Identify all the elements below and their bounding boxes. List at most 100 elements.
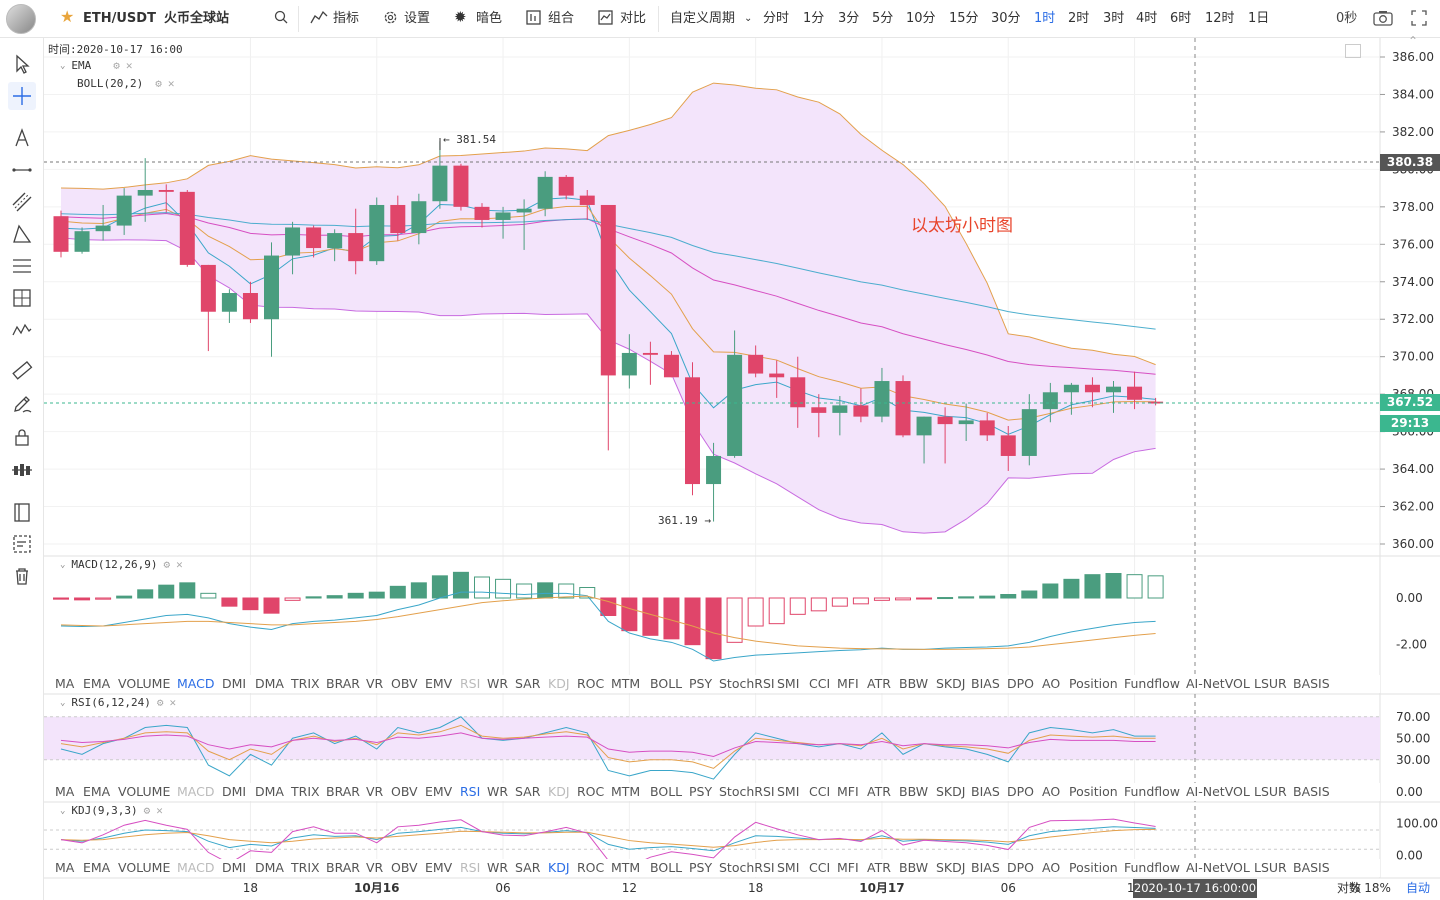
indicator-option[interactable]: WR bbox=[487, 676, 509, 691]
indicator-option[interactable]: ROC bbox=[577, 784, 605, 799]
period-tab[interactable]: 10分 bbox=[906, 11, 936, 26]
indicator-option[interactable]: CCI bbox=[809, 676, 831, 691]
indicator-option[interactable]: MTM bbox=[611, 784, 641, 799]
compare-button[interactable]: 对比 bbox=[620, 11, 647, 26]
lock-icon[interactable] bbox=[8, 423, 36, 451]
indicator-option[interactable]: BIAS bbox=[971, 784, 1000, 799]
indicator-option[interactable]: AI-NetVOL bbox=[1186, 784, 1250, 799]
indicator-option[interactable]: BIAS bbox=[971, 860, 1000, 875]
indicator-option[interactable]: BASIS bbox=[1293, 860, 1330, 875]
layout-icon[interactable] bbox=[526, 10, 541, 28]
indicator-option[interactable]: DPO bbox=[1007, 676, 1035, 691]
gear-icon[interactable]: ⚙ bbox=[113, 59, 120, 72]
indicator-option[interactable]: EMA bbox=[83, 860, 111, 875]
indicator-option[interactable]: StochRSI bbox=[719, 676, 775, 691]
indicator-option[interactable]: BASIS bbox=[1293, 676, 1330, 691]
log-scale-toggle[interactable]: 对数 bbox=[1337, 881, 1362, 895]
indicator-option[interactable]: Fundflow bbox=[1124, 860, 1181, 875]
indicator-option[interactable]: RSI bbox=[460, 860, 481, 875]
camera-icon[interactable] bbox=[1373, 10, 1393, 28]
close-icon[interactable]: ✕ bbox=[169, 696, 177, 709]
indicator-option[interactable]: RSI bbox=[460, 784, 481, 799]
wave-tool-icon[interactable] bbox=[8, 316, 36, 344]
fibonacci-tool-icon[interactable] bbox=[8, 252, 36, 280]
edit-layout-icon[interactable] bbox=[8, 530, 36, 558]
indicator-option[interactable]: MACD bbox=[177, 676, 215, 691]
indicator-option[interactable]: SAR bbox=[515, 860, 541, 875]
indicator-option[interactable]: StochRSI bbox=[719, 860, 775, 875]
period-tab[interactable]: 2时 bbox=[1068, 11, 1090, 26]
indicator-option[interactable]: AI-NetVOL bbox=[1186, 676, 1250, 691]
indicator-option[interactable]: SKDJ bbox=[936, 676, 966, 691]
period-tab[interactable]: 1分 bbox=[803, 11, 825, 26]
indicator-option[interactable]: BBW bbox=[899, 860, 929, 875]
indicator-option[interactable]: MTM bbox=[611, 860, 641, 875]
indicator-button[interactable]: 指标 bbox=[333, 11, 360, 26]
indicator-option[interactable]: MFI bbox=[837, 784, 859, 799]
indicator-option[interactable]: KDJ bbox=[548, 784, 570, 799]
indicator-option[interactable]: DMI bbox=[222, 860, 247, 875]
indicator-option[interactable]: MA bbox=[55, 784, 75, 799]
close-icon[interactable]: ✕ bbox=[167, 77, 175, 90]
indicator-option[interactable]: WR bbox=[487, 860, 509, 875]
indicator-option[interactable]: BOLL bbox=[650, 860, 683, 875]
indicator-option[interactable]: Fundflow bbox=[1124, 676, 1181, 691]
gear-icon[interactable]: ⚙ bbox=[163, 558, 171, 571]
trash-icon[interactable] bbox=[8, 562, 36, 590]
percent-scale-toggle[interactable]: % 18% bbox=[1349, 881, 1391, 895]
user-avatar[interactable] bbox=[6, 4, 36, 34]
indicator-option[interactable]: BRAR bbox=[326, 676, 360, 691]
collapse-chevron-icon[interactable]: ⌄ bbox=[60, 805, 66, 816]
rectangle-tool-icon[interactable] bbox=[8, 284, 36, 312]
period-tab[interactable]: 30分 bbox=[991, 11, 1021, 26]
indicator-option[interactable]: WR bbox=[487, 784, 509, 799]
custom-period-dropdown[interactable]: 自定义周期 bbox=[670, 11, 736, 26]
compare-icon[interactable] bbox=[598, 10, 613, 28]
indicator-option[interactable]: BRAR bbox=[326, 784, 360, 799]
indicator-option[interactable]: EMV bbox=[425, 784, 453, 799]
indicator-option[interactable]: SMI bbox=[777, 860, 800, 875]
period-tab[interactable]: 3时 bbox=[1103, 11, 1125, 26]
indicator-option[interactable]: Position bbox=[1069, 860, 1118, 875]
indicator-option[interactable]: LSUR bbox=[1254, 860, 1287, 875]
magnet-icon[interactable] bbox=[8, 456, 36, 484]
settings-button[interactable]: 设置 bbox=[404, 11, 431, 26]
indicator-option[interactable]: SAR bbox=[515, 784, 541, 799]
indicator-option[interactable]: BIAS bbox=[971, 676, 1000, 691]
indicator-option[interactable]: MFI bbox=[837, 860, 859, 875]
indicator-option[interactable]: VR bbox=[366, 784, 384, 799]
indicator-option[interactable]: VR bbox=[366, 860, 384, 875]
period-tab[interactable]: 15分 bbox=[949, 11, 979, 26]
indicator-option[interactable]: PSY bbox=[689, 676, 713, 691]
indicator-option[interactable]: ATR bbox=[867, 784, 891, 799]
indicator-option[interactable]: DMA bbox=[255, 784, 284, 799]
maximize-pane-icon[interactable] bbox=[1345, 44, 1361, 58]
indicator-option[interactable]: EMV bbox=[425, 860, 453, 875]
indicator-option[interactable]: VOLUME bbox=[118, 676, 171, 691]
indicator-option[interactable]: MA bbox=[55, 860, 75, 875]
indicator-option[interactable]: AO bbox=[1042, 784, 1061, 799]
collapse-chevron-icon[interactable]: ⌄ bbox=[60, 60, 66, 71]
indicator-option[interactable]: PSY bbox=[689, 860, 713, 875]
crosshair-icon[interactable] bbox=[8, 82, 36, 110]
indicator-option[interactable]: BRAR bbox=[326, 860, 360, 875]
symbol-name[interactable]: ETH/USDT bbox=[83, 11, 156, 26]
period-tab[interactable]: 1时 bbox=[1034, 11, 1056, 26]
indicator-option[interactable]: AO bbox=[1042, 860, 1061, 875]
indicator-option[interactable]: KDJ bbox=[548, 860, 570, 875]
indicator-option[interactable]: DMA bbox=[255, 676, 284, 691]
indicator-option[interactable]: KDJ bbox=[548, 676, 570, 691]
indicator-option[interactable]: BBW bbox=[899, 784, 929, 799]
indicator-option[interactable]: EMV bbox=[425, 676, 453, 691]
period-tab[interactable]: 12时 bbox=[1205, 11, 1235, 26]
indicator-option[interactable]: OBV bbox=[391, 784, 418, 799]
indicator-option[interactable]: DMI bbox=[222, 676, 247, 691]
indicator-option[interactable]: ATR bbox=[867, 860, 891, 875]
cursor-arrow-icon[interactable] bbox=[8, 50, 36, 78]
indicator-option[interactable]: BOLL bbox=[650, 676, 683, 691]
ruler-icon[interactable] bbox=[8, 356, 36, 384]
gear-icon[interactable]: ⚙ bbox=[155, 77, 162, 90]
gear-icon[interactable]: ⚙ bbox=[143, 804, 151, 817]
indicator-option[interactable]: BBW bbox=[899, 676, 929, 691]
